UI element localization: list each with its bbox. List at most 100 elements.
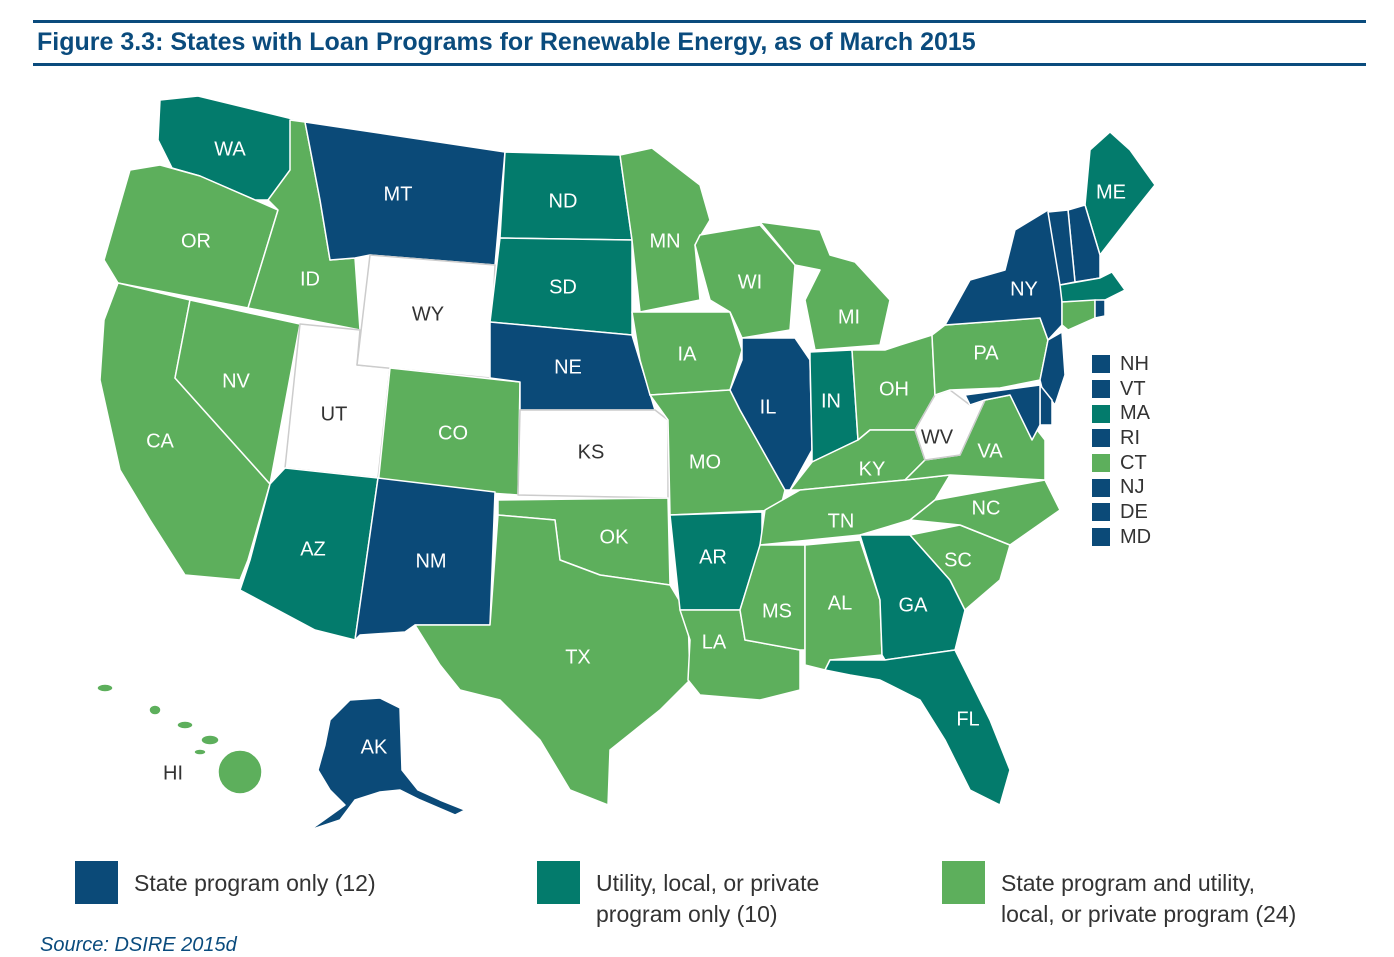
small-state-label: RI bbox=[1120, 426, 1140, 449]
state-AL bbox=[804, 539, 883, 671]
legend-swatch bbox=[537, 861, 580, 904]
state-labels: WA OR CA ID NV UT AZ MT WY CO NM ND SD N… bbox=[146, 138, 1126, 784]
source-note: Source: DSIRE 2015d bbox=[40, 934, 237, 956]
small-state-swatch bbox=[1092, 404, 1110, 423]
label-WV: WV bbox=[921, 426, 954, 448]
label-WI: WI bbox=[738, 271, 762, 293]
legend-text: Utility, local, or private program only … bbox=[596, 868, 926, 930]
label-ME: ME bbox=[1096, 181, 1126, 203]
label-VA: VA bbox=[977, 440, 1003, 462]
state-NM bbox=[354, 477, 496, 641]
small-state-label: NJ bbox=[1120, 476, 1145, 499]
small-state-swatch bbox=[1092, 503, 1110, 522]
label-AZ: AZ bbox=[300, 538, 326, 560]
label-TX: TX bbox=[565, 646, 591, 668]
legend-state-only: State program only (12) bbox=[75, 861, 464, 904]
label-PA: PA bbox=[973, 342, 999, 364]
label-MN: MN bbox=[649, 230, 680, 252]
label-OR: OR bbox=[181, 230, 211, 252]
label-TN: TN bbox=[828, 510, 855, 532]
label-FL: FL bbox=[956, 708, 979, 730]
label-MS: MS bbox=[762, 600, 792, 622]
small-state-label: DE bbox=[1120, 500, 1148, 523]
label-OH: OH bbox=[879, 378, 909, 400]
state-TX bbox=[414, 514, 691, 806]
label-CO: CO bbox=[438, 422, 468, 444]
label-NM: NM bbox=[415, 550, 446, 572]
state-MI bbox=[759, 221, 891, 351]
label-AR: AR bbox=[699, 546, 727, 568]
state-MD bbox=[964, 384, 1041, 441]
label-IN: IN bbox=[821, 390, 841, 412]
label-MO: MO bbox=[689, 451, 721, 473]
label-NC: NC bbox=[972, 497, 1001, 519]
small-state-label: MA bbox=[1120, 402, 1150, 425]
title-rule-top bbox=[33, 20, 1366, 23]
label-NE: NE bbox=[554, 356, 582, 378]
label-IA: IA bbox=[678, 343, 698, 365]
label-ID: ID bbox=[300, 268, 320, 290]
legend-line-2: program only (10) bbox=[596, 901, 778, 927]
label-KS: KS bbox=[578, 441, 605, 463]
figure-title: Figure 3.3: States with Loan Programs fo… bbox=[37, 28, 976, 56]
small-state-row: MD bbox=[1092, 525, 1151, 550]
small-state-swatch bbox=[1092, 355, 1110, 374]
label-AK: AK bbox=[361, 736, 388, 758]
label-MT: MT bbox=[384, 183, 413, 205]
title-rule-bottom bbox=[33, 63, 1366, 66]
label-AL: AL bbox=[828, 592, 852, 614]
label-LA: LA bbox=[702, 631, 727, 653]
legend-line-2: local, or private program (24) bbox=[1001, 901, 1297, 927]
label-UT: UT bbox=[321, 403, 348, 425]
small-state-label: NH bbox=[1120, 352, 1149, 375]
state-RI bbox=[1094, 299, 1106, 319]
legend-text: State program and utility, local, or pri… bbox=[1001, 868, 1331, 930]
legend-line-1: State program and utility, bbox=[1001, 870, 1255, 896]
label-WA: WA bbox=[214, 138, 246, 160]
label-ND: ND bbox=[549, 190, 578, 212]
small-state-row: CT bbox=[1092, 451, 1151, 476]
small-states-legend: NH VT MA RI CT NJ DE MD bbox=[1092, 352, 1151, 550]
label-KY: KY bbox=[859, 458, 886, 480]
state-NC bbox=[909, 479, 1061, 546]
state-IL bbox=[729, 337, 813, 491]
small-state-label: MD bbox=[1120, 525, 1152, 548]
label-NY: NY bbox=[1010, 278, 1038, 300]
state-KS bbox=[517, 409, 669, 499]
small-state-label: CT bbox=[1120, 451, 1147, 474]
state-NJ bbox=[1039, 331, 1066, 406]
legend-swatch bbox=[942, 861, 985, 904]
small-state-swatch bbox=[1092, 429, 1110, 448]
legend-swatch bbox=[75, 861, 118, 904]
small-state-swatch bbox=[1092, 528, 1110, 547]
label-GA: GA bbox=[899, 594, 929, 616]
small-state-row: NH bbox=[1092, 352, 1151, 377]
small-state-row: NJ bbox=[1092, 475, 1151, 500]
state-HI bbox=[96, 683, 263, 795]
legend-line-1: Utility, local, or private bbox=[596, 870, 820, 896]
small-state-row: RI bbox=[1092, 426, 1151, 451]
small-state-swatch bbox=[1092, 454, 1110, 473]
label-HI: HI bbox=[163, 762, 183, 784]
label-WY: WY bbox=[412, 303, 444, 325]
legend-text: State program only (12) bbox=[134, 868, 464, 904]
state-FL bbox=[824, 649, 1011, 806]
state-AK bbox=[309, 697, 466, 831]
label-IL: IL bbox=[760, 396, 777, 418]
label-CA: CA bbox=[146, 430, 174, 452]
small-state-row: VT bbox=[1092, 377, 1151, 402]
small-state-label: VT bbox=[1120, 377, 1146, 400]
legend-utility-only: Utility, local, or private program only … bbox=[537, 861, 926, 930]
legend-both: State program and utility, local, or pri… bbox=[942, 861, 1331, 930]
label-SC: SC bbox=[944, 549, 972, 571]
small-state-swatch bbox=[1092, 380, 1110, 399]
legend-line-1: State program only (12) bbox=[134, 870, 376, 896]
label-MI: MI bbox=[838, 306, 860, 328]
small-state-row: DE bbox=[1092, 500, 1151, 525]
state-CT bbox=[1061, 299, 1096, 331]
state-ME bbox=[1084, 131, 1156, 256]
label-OK: OK bbox=[600, 526, 630, 548]
label-NV: NV bbox=[222, 370, 250, 392]
small-state-row: MA bbox=[1092, 401, 1151, 426]
